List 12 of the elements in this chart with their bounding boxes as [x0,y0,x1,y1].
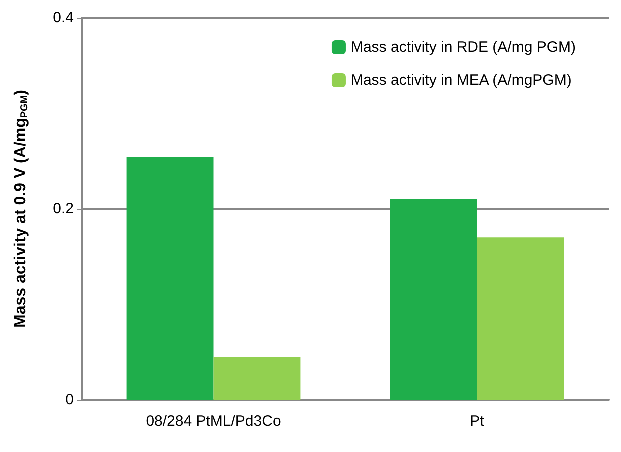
x-tick-label: 08/284 PtML/Pd3Co [146,413,282,430]
y-tick-label: 0 [66,392,74,408]
legend-label: Mass activity in MEA (A/mgPGM) [350,72,572,89]
legend-label: Mass activity in RDE (A/mg PGM) [350,39,576,56]
bar [214,357,301,400]
y-tick-label: 0.4 [53,10,74,26]
bar [390,199,478,400]
bar [126,157,214,400]
bar [477,238,564,400]
y-axis-title: Mass activity at 0.9 V (A/mgPGM) [12,90,30,328]
y-tick-label: 0.2 [53,200,74,218]
x-tick-label: Pt [470,413,486,430]
